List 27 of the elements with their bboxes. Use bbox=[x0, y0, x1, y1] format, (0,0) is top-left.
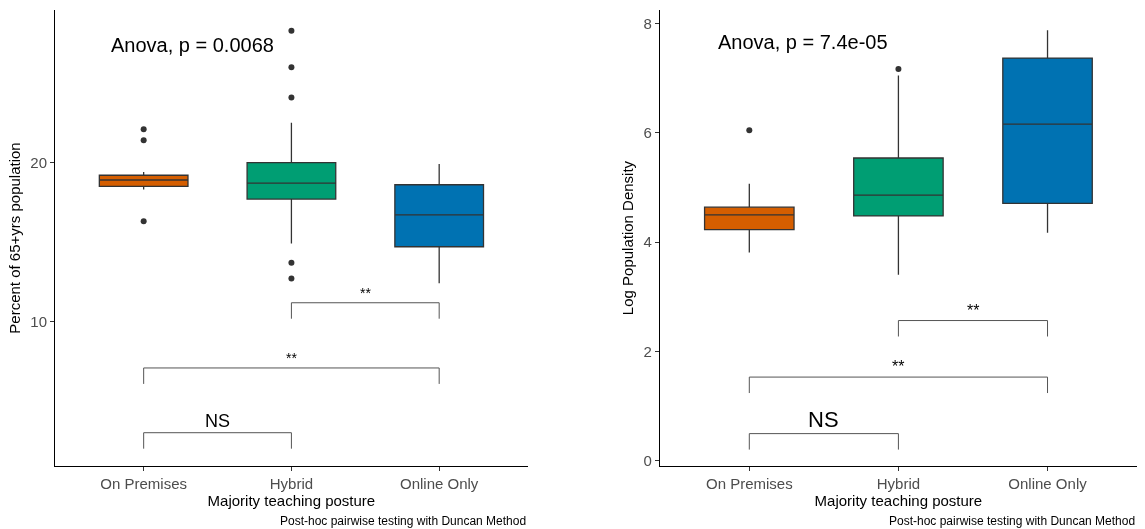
text: Post-hoc pairwise testing with Duncan Method bbox=[889, 514, 1136, 528]
text: Post-hoc pairwise testing with Duncan Method bbox=[280, 514, 527, 528]
y-tick-label: 20 bbox=[30, 153, 47, 171]
x-axis-title: Majority teaching posture bbox=[207, 492, 376, 509]
annotation: NS bbox=[205, 411, 231, 431]
y-tick-label: 6 bbox=[643, 124, 652, 142]
x-tick-label: Hybrid bbox=[876, 475, 921, 492]
x-tick-label: Hybrid bbox=[269, 475, 314, 492]
annotation: Anova, p = 7.4e-05 bbox=[718, 31, 888, 53]
annotation: NS bbox=[808, 407, 839, 432]
annotation: ** bbox=[286, 350, 298, 366]
x-tick-label: Online Only bbox=[1008, 475, 1088, 492]
y-tick-label: 0 bbox=[643, 451, 652, 469]
y-tick-label: 10 bbox=[30, 312, 47, 330]
y-tick-label: 8 bbox=[643, 14, 652, 32]
x-axis-title: Majority teaching posture bbox=[814, 492, 983, 509]
x-tick-label: On Premises bbox=[705, 475, 793, 492]
y-tick-label: 2 bbox=[643, 342, 652, 360]
y-tick-label: 4 bbox=[643, 233, 652, 251]
x-tick-label: On Premises bbox=[100, 475, 188, 492]
annotation: ** bbox=[360, 285, 372, 301]
annotation: Anova, p = 0.0068 bbox=[111, 34, 274, 56]
annotation: ** bbox=[967, 302, 980, 319]
y-axis-title: Log Population Density bbox=[618, 160, 636, 316]
y-axis-title: Percent of 65+yrs population bbox=[5, 142, 23, 334]
x-tick-label: Online Only bbox=[399, 475, 479, 492]
annotation: ** bbox=[892, 358, 905, 375]
